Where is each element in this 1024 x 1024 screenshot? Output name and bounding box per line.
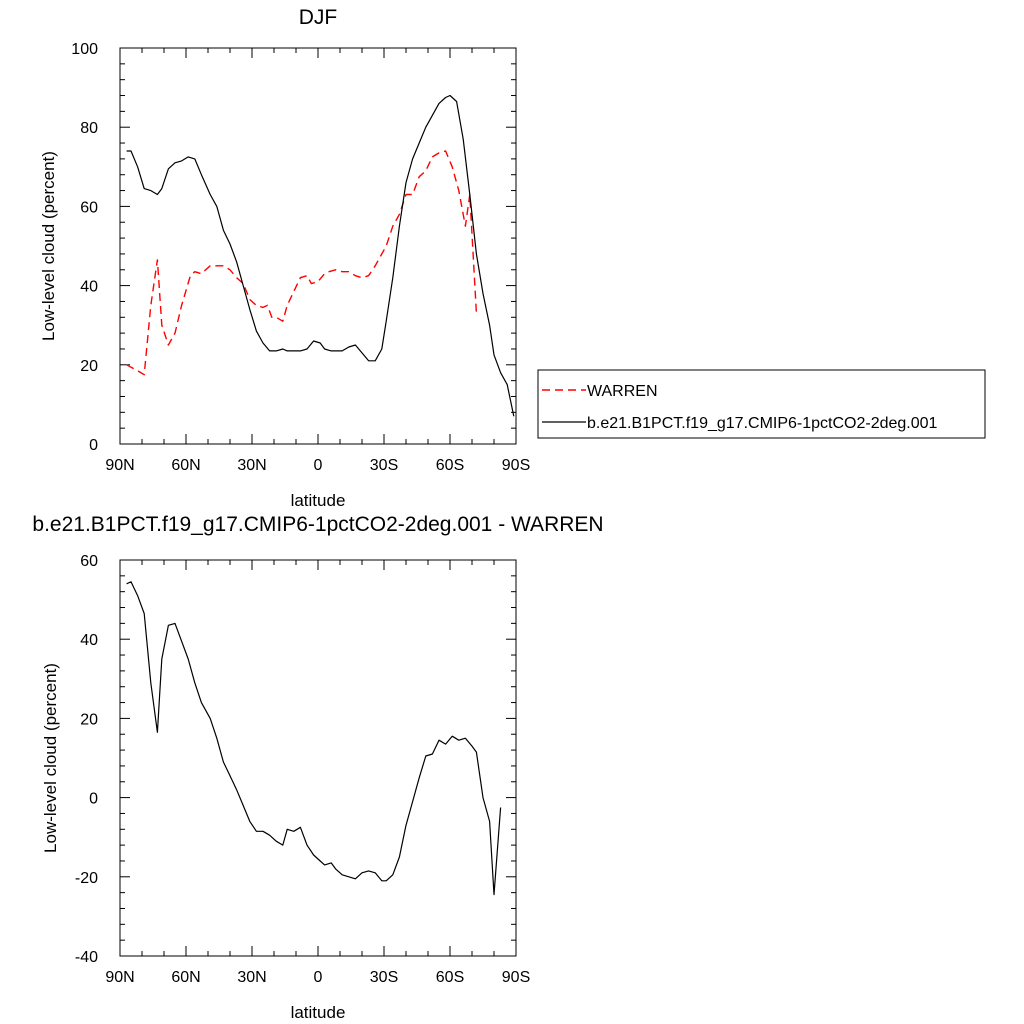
top-x-ticks: 90N 60N 30N 0 30S 60S 90S — [105, 48, 530, 474]
top-y-axis-label: Low-level cloud (percent) — [39, 151, 58, 341]
top-x-tick-label: 30N — [237, 457, 266, 474]
bottom-y-tick-label: 60 — [80, 553, 98, 570]
top-x-tick-label: 30S — [370, 457, 398, 474]
bottom-y-tick-label: 40 — [80, 632, 98, 649]
top-y-ticks: 0 20 40 60 80 100 — [71, 41, 516, 454]
top-y-tick-label: 60 — [80, 199, 98, 216]
top-chart-title: DJF — [299, 6, 338, 29]
legend: WARREN b.e21.B1PCT.f19_g17.CMIP6-1pctCO2… — [537, 369, 986, 439]
top-x-tick-label: 90N — [105, 457, 134, 474]
top-series-line-0 — [126, 150, 478, 376]
top-x-tick-label: 0 — [314, 457, 323, 474]
top-y-tick-label: 80 — [80, 120, 98, 137]
legend-box — [537, 369, 986, 439]
bottom-series-line-0 — [126, 581, 502, 896]
bottom-panel: b.e21.B1PCT.f19_g17.CMIP6-1pctCO2-2deg.0… — [32, 513, 603, 1022]
bottom-y-tick-label: -20 — [75, 870, 98, 887]
bottom-y-axis-label: Low-level cloud (percent) — [41, 663, 60, 853]
top-y-tick-label: 40 — [80, 279, 98, 296]
top-x-tick-label: 60N — [171, 457, 200, 474]
bottom-y-tick-label: -40 — [75, 949, 98, 966]
bottom-x-tick-label: 30S — [370, 969, 398, 986]
top-series-group — [126, 94, 515, 417]
legend-entry-model: b.e21.B1PCT.f19_g17.CMIP6-1pctCO2-2deg.0… — [587, 415, 938, 432]
bottom-x-axis-label: latitude — [291, 1003, 346, 1022]
bottom-chart-title: b.e21.B1PCT.f19_g17.CMIP6-1pctCO2-2deg.0… — [32, 513, 603, 536]
bottom-x-tick-label: 60N — [171, 969, 200, 986]
top-plot-frame — [119, 47, 517, 445]
bottom-x-tick-label: 30N — [237, 969, 266, 986]
bottom-series-group — [126, 581, 502, 896]
top-y-tick-label: 100 — [71, 41, 98, 58]
bottom-x-tick-label: 90N — [105, 969, 134, 986]
legend-entry-warren: WARREN — [587, 383, 658, 400]
bottom-x-tick-label: 60S — [436, 969, 464, 986]
top-x-tick-label: 60S — [436, 457, 464, 474]
top-x-tick-label: 90S — [502, 457, 530, 474]
bottom-plot-frame — [119, 559, 517, 957]
top-y-tick-label: 20 — [80, 358, 98, 375]
bottom-x-ticks: 90N 60N 30N 0 30S 60S 90S — [105, 560, 530, 986]
top-x-axis-label: latitude — [291, 491, 346, 510]
top-y-tick-label: 0 — [89, 437, 98, 454]
bottom-y-tick-label: 0 — [89, 791, 98, 808]
top-series-line-1 — [126, 94, 515, 417]
bottom-x-tick-label: 0 — [314, 969, 323, 986]
bottom-y-tick-label: 20 — [80, 711, 98, 728]
bottom-x-tick-label: 90S — [502, 969, 530, 986]
top-panel: DJF 90N 60N 30N 0 30S 60S 90S 0 20 40 60 80 100 lat… — [39, 6, 986, 510]
bottom-y-ticks: -40 -20 0 20 40 60 — [75, 553, 516, 966]
